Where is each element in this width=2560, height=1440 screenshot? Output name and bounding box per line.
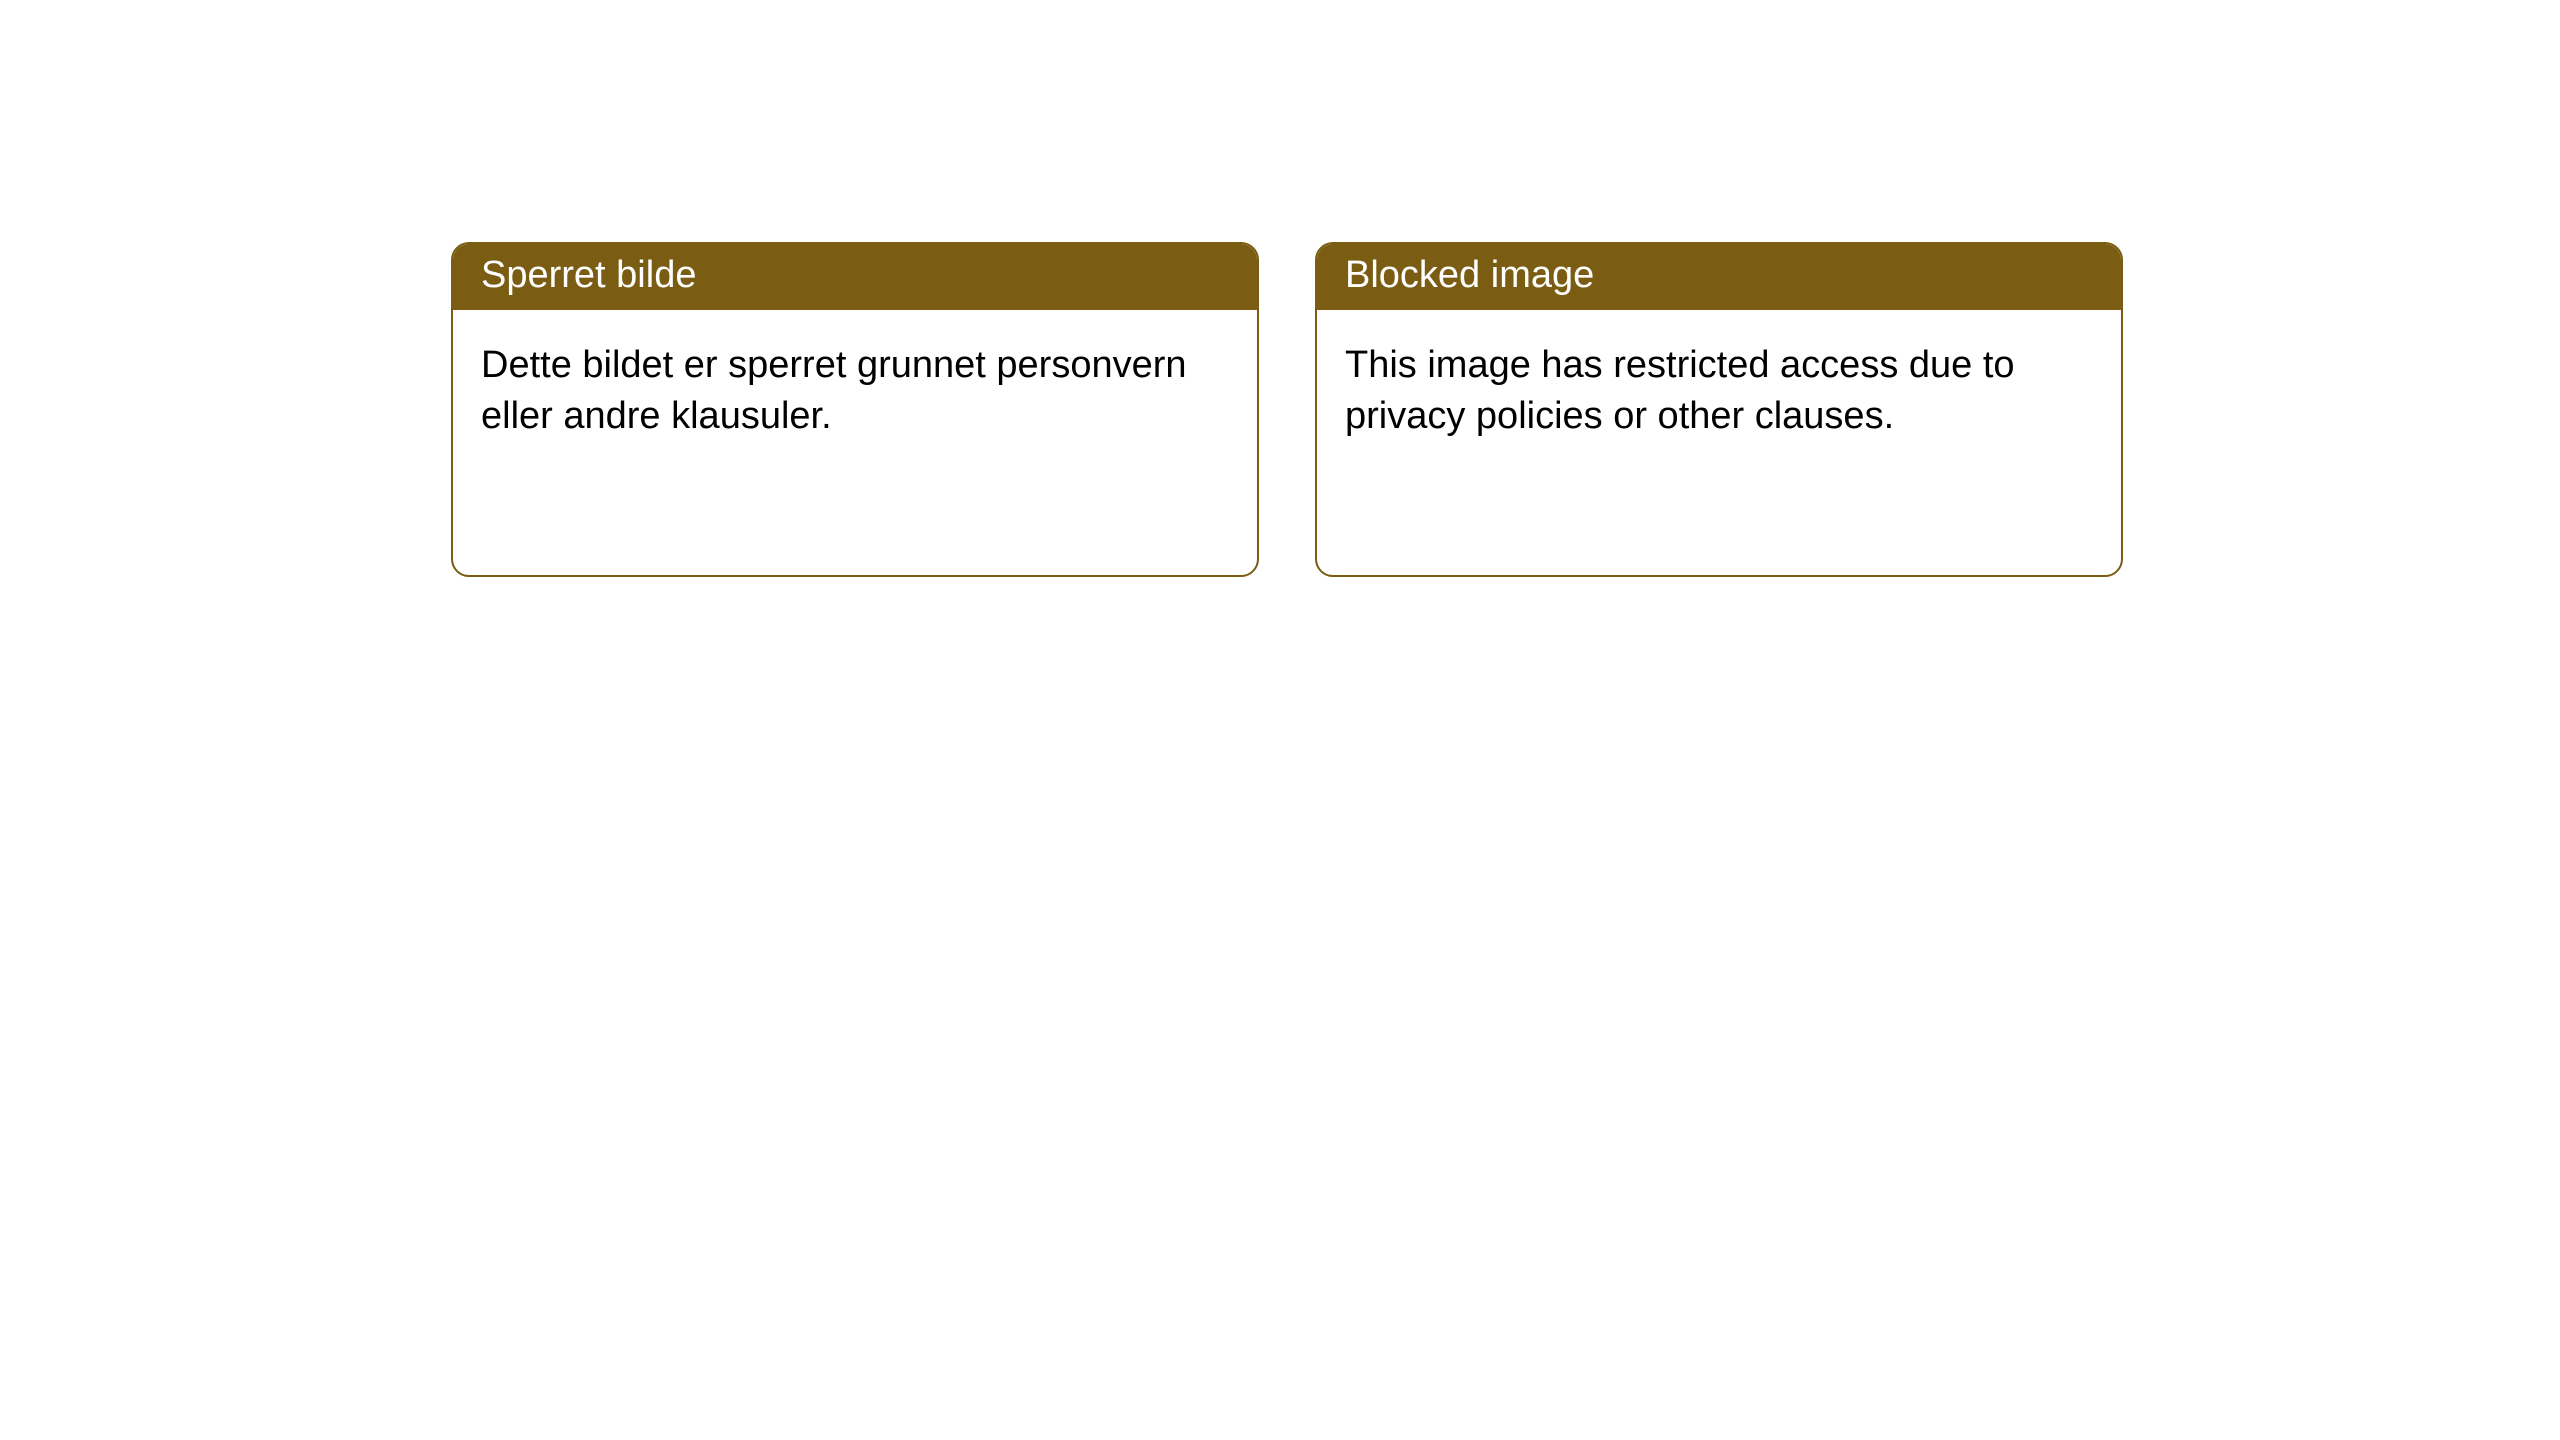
blocked-image-card-en: Blocked image This image has restricted … (1315, 242, 2123, 577)
card-header-en: Blocked image (1317, 244, 2121, 310)
card-text-en: This image has restricted access due to … (1345, 344, 2015, 437)
blocked-image-card-no: Sperret bilde Dette bildet er sperret gr… (451, 242, 1259, 577)
card-body-no: Dette bildet er sperret grunnet personve… (453, 310, 1257, 473)
card-title-no: Sperret bilde (481, 254, 696, 296)
cards-container: Sperret bilde Dette bildet er sperret gr… (0, 0, 2560, 577)
card-header-no: Sperret bilde (453, 244, 1257, 310)
card-text-no: Dette bildet er sperret grunnet personve… (481, 344, 1187, 437)
card-body-en: This image has restricted access due to … (1317, 310, 2121, 473)
card-title-en: Blocked image (1345, 254, 1594, 296)
